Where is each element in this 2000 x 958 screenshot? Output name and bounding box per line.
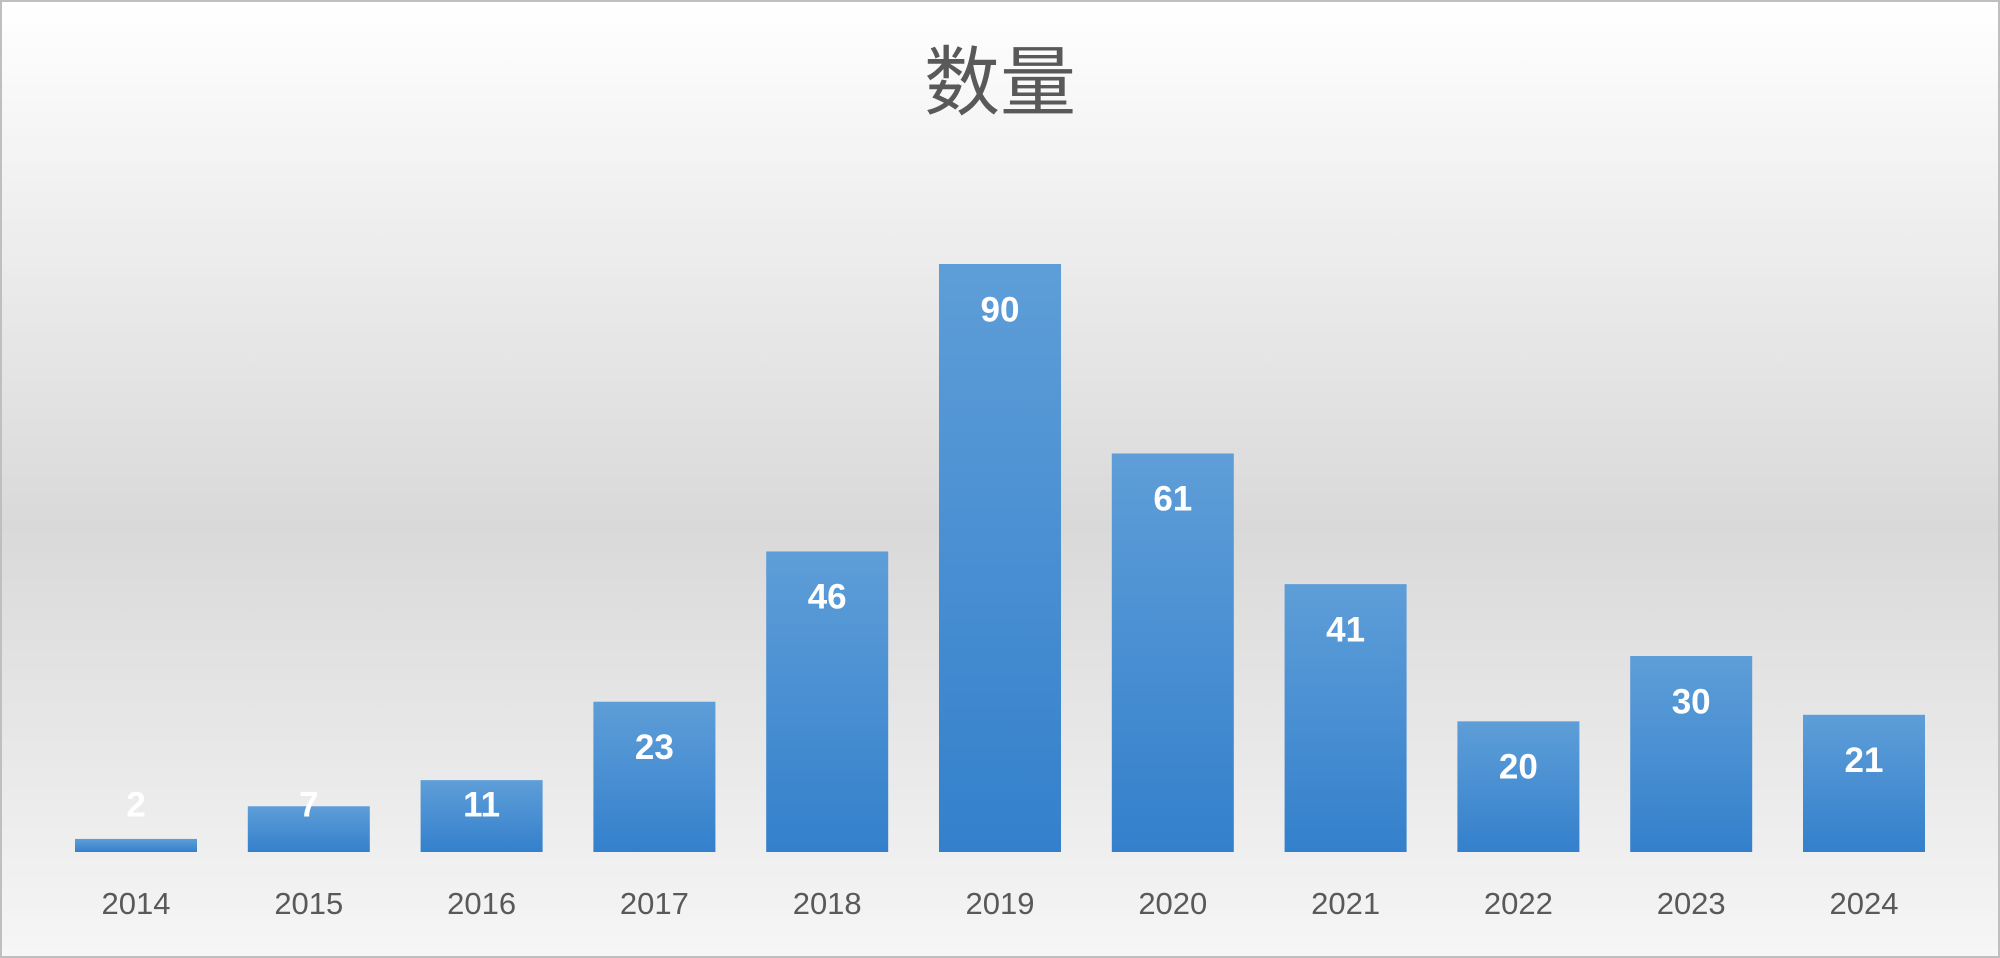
x-tick-label: 2021 [1311, 886, 1380, 921]
data-label: 46 [808, 578, 847, 617]
chart-title: 数量 [924, 41, 1076, 126]
bar [75, 838, 197, 852]
x-tick-label: 2018 [793, 886, 862, 921]
x-tick-label: 2014 [102, 886, 171, 921]
data-label: 2 [126, 785, 145, 824]
data-label: 41 [1326, 610, 1365, 649]
data-label: 30 [1672, 682, 1711, 721]
x-tick-label: 2022 [1484, 886, 1553, 921]
data-label: 90 [981, 290, 1020, 329]
data-label: 23 [635, 728, 674, 767]
bar [593, 701, 716, 852]
x-tick-label: 2023 [1657, 886, 1726, 921]
data-label: 21 [1845, 741, 1884, 780]
bar [1111, 453, 1234, 852]
bar [1803, 714, 1925, 852]
x-tick-label: 2020 [1138, 886, 1207, 921]
data-label: 7 [299, 785, 318, 824]
bar [420, 780, 543, 852]
x-tick-label: 2016 [447, 886, 516, 921]
bar [247, 806, 370, 852]
data-label: 20 [1499, 748, 1538, 787]
data-label: 11 [463, 785, 500, 824]
x-tick-label: 2024 [1830, 886, 1899, 921]
bar [1630, 656, 1753, 852]
x-tick-label: 2019 [966, 886, 1035, 921]
bar [939, 264, 1061, 852]
bar [1284, 584, 1407, 852]
data-label: 61 [1153, 480, 1192, 519]
bar [766, 551, 889, 852]
x-tick-label: 2015 [274, 886, 343, 921]
x-tick-label: 2017 [620, 886, 689, 921]
bar [1457, 721, 1580, 852]
